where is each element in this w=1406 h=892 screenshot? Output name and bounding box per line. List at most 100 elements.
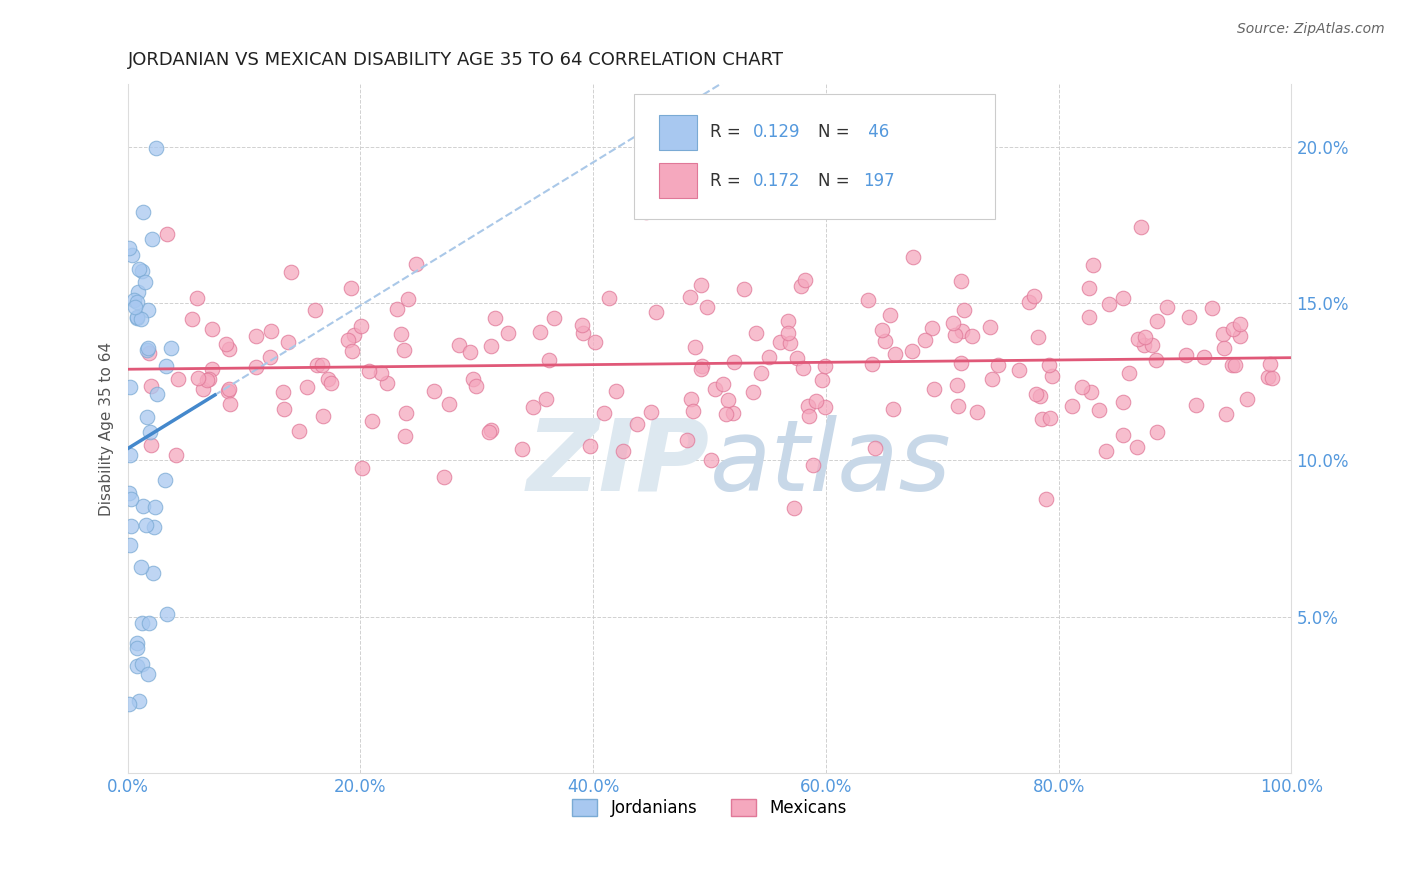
- Point: [479, 423, 502, 437]
- Point: [465, 379, 488, 393]
- Point: [311, 358, 333, 372]
- Point: [143, 520, 166, 534]
- Point: [512, 442, 534, 457]
- Point: [758, 350, 780, 364]
- Point: [131, 615, 153, 630]
- Point: [1140, 338, 1163, 352]
- Point: [370, 366, 392, 380]
- Point: [682, 404, 704, 418]
- Point: [966, 404, 988, 418]
- Point: [1178, 310, 1201, 325]
- Point: [340, 343, 363, 358]
- Point: [478, 425, 501, 439]
- Point: [814, 400, 837, 414]
- Point: [716, 393, 738, 408]
- Point: [949, 356, 972, 370]
- Point: [534, 392, 557, 406]
- Point: [703, 382, 725, 396]
- Point: [389, 326, 412, 341]
- Point: [141, 438, 163, 452]
- Point: [1156, 300, 1178, 314]
- Point: [1024, 289, 1046, 303]
- Point: [583, 334, 606, 349]
- Point: [271, 384, 294, 399]
- Point: [423, 384, 446, 398]
- FancyBboxPatch shape: [634, 95, 994, 219]
- Point: [679, 290, 702, 304]
- Point: [136, 342, 159, 356]
- Point: [1112, 427, 1135, 442]
- Legend: Jordanians, Mexicans: Jordanians, Mexicans: [565, 792, 853, 823]
- Point: [392, 343, 415, 358]
- Point: [405, 257, 427, 271]
- Text: Source: ZipAtlas.com: Source: ZipAtlas.com: [1237, 22, 1385, 37]
- Point: [215, 337, 238, 351]
- Point: [156, 607, 179, 621]
- Point: [1060, 399, 1083, 413]
- Point: [636, 205, 658, 219]
- Point: [578, 439, 600, 453]
- Text: 197: 197: [863, 171, 894, 190]
- Point: [950, 324, 973, 338]
- Point: [461, 372, 484, 386]
- Point: [1038, 358, 1060, 372]
- Point: [118, 380, 141, 394]
- Point: [1071, 380, 1094, 394]
- Point: [138, 346, 160, 360]
- Point: [1261, 371, 1284, 385]
- Point: [700, 453, 723, 467]
- Point: [1229, 318, 1251, 332]
- Point: [201, 362, 224, 376]
- Text: 46: 46: [863, 123, 890, 141]
- Point: [155, 359, 177, 373]
- Point: [685, 341, 707, 355]
- Point: [141, 232, 163, 246]
- Point: [522, 400, 544, 414]
- Point: [806, 394, 828, 409]
- Point: [811, 374, 834, 388]
- Point: [118, 697, 141, 711]
- Point: [319, 376, 342, 390]
- Point: [187, 371, 209, 385]
- Point: [945, 378, 967, 392]
- Point: [350, 318, 373, 333]
- Point: [118, 538, 141, 552]
- Point: [1135, 330, 1157, 344]
- Point: [118, 241, 141, 255]
- Point: [1174, 348, 1197, 362]
- Point: [543, 310, 565, 325]
- Point: [1118, 366, 1140, 380]
- Point: [1260, 357, 1282, 371]
- Point: [131, 263, 153, 277]
- Point: [1018, 295, 1040, 310]
- Point: [125, 294, 148, 309]
- Point: [1215, 407, 1237, 421]
- Point: [884, 347, 907, 361]
- Point: [745, 326, 768, 340]
- Point: [127, 285, 149, 300]
- Text: JORDANIAN VS MEXICAN DISABILITY AGE 35 TO 64 CORRELATION CHART: JORDANIAN VS MEXICAN DISABILITY AGE 35 T…: [128, 51, 783, 69]
- Point: [120, 448, 142, 462]
- Point: [1212, 326, 1234, 341]
- Point: [946, 399, 969, 413]
- Point: [572, 326, 595, 341]
- Point: [145, 386, 167, 401]
- Point: [139, 425, 162, 439]
- Point: [792, 360, 814, 375]
- Point: [769, 334, 792, 349]
- Point: [640, 405, 662, 419]
- Point: [132, 499, 155, 513]
- Point: [1088, 402, 1111, 417]
- Point: [1026, 330, 1049, 344]
- Point: [1080, 385, 1102, 400]
- Point: [280, 265, 302, 279]
- Point: [1081, 258, 1104, 272]
- Point: [675, 433, 697, 447]
- Point: [593, 406, 616, 420]
- Point: [943, 327, 966, 342]
- Point: [433, 470, 456, 484]
- Point: [1146, 314, 1168, 328]
- Point: [134, 275, 156, 289]
- Point: [1078, 310, 1101, 325]
- Point: [922, 382, 945, 396]
